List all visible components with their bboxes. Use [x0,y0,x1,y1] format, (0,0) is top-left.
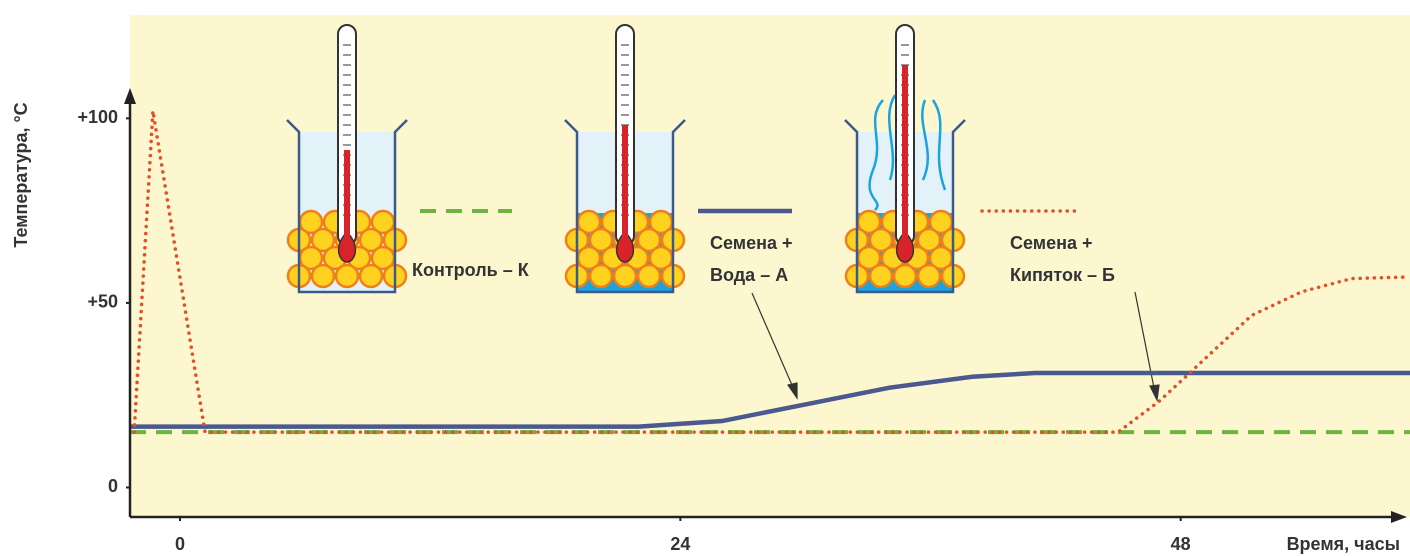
x-tick-label: 24 [670,534,690,554]
legend-label: Семена + Вода – А [710,227,825,291]
y-axis-title: Температура, °С [11,102,31,247]
legend-label: Семена + Кипяток – Б [1010,227,1160,291]
x-axis-title: Время, часы [1287,534,1400,554]
chart: Температура, °С Время, часы +100 +50 0 0 24 4… [0,0,1410,556]
page: Температура, °С Время, часы +100 +50 0 0 24 4… [0,0,1410,556]
legend-label: Контроль – К [412,254,572,286]
x-tick-label: 48 [1171,534,1191,554]
y-tick-label: +100 [77,107,118,127]
x-tick-label: 0 [175,534,185,554]
y-tick-label: 0 [108,476,118,496]
y-tick-label: +50 [87,292,118,312]
